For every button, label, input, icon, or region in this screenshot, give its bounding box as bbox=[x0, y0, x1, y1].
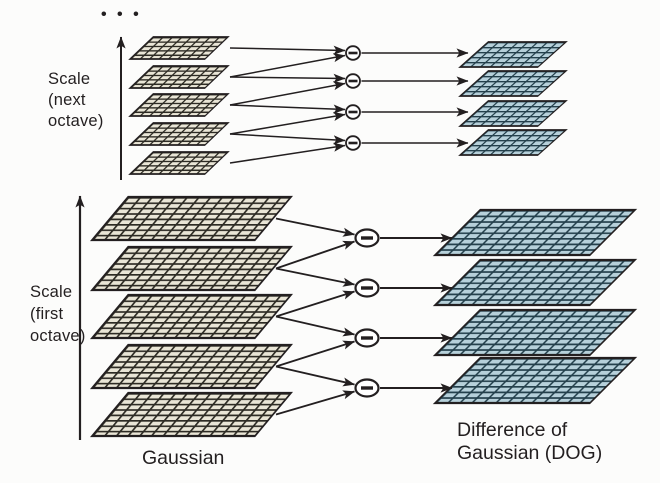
gaussian-image-border bbox=[89, 245, 294, 292]
dog-image bbox=[458, 41, 568, 68]
first-octave-label-line3: octave) bbox=[30, 327, 86, 345]
gaussian-image-border bbox=[128, 36, 230, 60]
first-octave-group bbox=[89, 195, 638, 438]
gaussian-image-border bbox=[128, 122, 230, 146]
gaussian-image-border bbox=[89, 293, 294, 340]
subtract-input-arrow-icon bbox=[229, 111, 346, 135]
dog-image-border bbox=[458, 70, 568, 97]
gaussian-image bbox=[128, 93, 230, 117]
next-octave-label-line1: Scale bbox=[48, 70, 90, 88]
gaussian-image-border bbox=[128, 93, 230, 117]
dog-image-border bbox=[458, 100, 568, 127]
gaussian-image bbox=[89, 343, 294, 390]
dog-image bbox=[458, 70, 568, 97]
gaussian-image bbox=[89, 391, 294, 438]
gaussian-image-border bbox=[89, 343, 294, 390]
dog-column-label-line1: Difference of bbox=[457, 419, 568, 441]
minus-icon bbox=[361, 286, 373, 290]
subtract-input-arrow-icon bbox=[229, 133, 346, 145]
subtract-input-arrow-icon bbox=[229, 81, 346, 106]
dog-image-border bbox=[458, 41, 568, 68]
subtract-input-arrow-icon bbox=[275, 365, 355, 387]
minus-icon bbox=[348, 79, 358, 83]
gaussian-image bbox=[128, 36, 230, 60]
subtract-input-arrow-icon bbox=[275, 340, 355, 368]
subtract-input-arrow-icon bbox=[229, 142, 346, 164]
subtract-input-arrow-icon bbox=[229, 104, 346, 114]
first-octave-label-line2: (first bbox=[30, 305, 63, 323]
minus-icon bbox=[348, 141, 358, 145]
subtract-input-arrow-icon bbox=[229, 53, 346, 78]
dog-image bbox=[458, 129, 568, 156]
gaussian-image bbox=[89, 293, 294, 340]
subtract-input-arrow-icon bbox=[275, 290, 355, 318]
gaussian-image-border bbox=[89, 195, 294, 242]
subtract-input-arrow-icon bbox=[229, 73, 346, 83]
dog-image-border bbox=[458, 129, 568, 156]
minus-icon bbox=[348, 51, 358, 55]
dog-image bbox=[432, 356, 638, 405]
dog-image bbox=[432, 258, 638, 307]
dog-image-border bbox=[432, 308, 638, 357]
subtract-input-arrow-icon bbox=[275, 267, 355, 287]
dog-image-border bbox=[432, 258, 638, 307]
minus-icon bbox=[361, 386, 373, 390]
dog-image bbox=[458, 100, 568, 127]
minus-icon bbox=[361, 336, 373, 340]
minus-icon bbox=[348, 110, 358, 114]
gaussian-image-border bbox=[128, 65, 230, 89]
next-octave-label-line2: (next bbox=[48, 91, 86, 109]
gaussian-image-border bbox=[128, 151, 230, 175]
subtract-input-arrow-icon bbox=[275, 217, 355, 237]
subtract-input-arrow-icon bbox=[229, 45, 346, 55]
dog-image-border bbox=[432, 208, 638, 257]
subtract-input-arrow-icon bbox=[275, 390, 355, 416]
dog-image bbox=[432, 208, 638, 257]
first-octave-axis-label: Scale (first octave) bbox=[30, 283, 86, 345]
dog-column-label-line2: Gaussian (DOG) bbox=[457, 442, 602, 464]
dog-image-border bbox=[432, 356, 638, 405]
gaussian-image bbox=[89, 245, 294, 292]
subtract-input-arrow-icon bbox=[275, 240, 355, 270]
next-octave-axis-label: Scale (next octave) bbox=[48, 70, 104, 130]
dog-image bbox=[432, 308, 638, 357]
first-octave-label-line1: Scale bbox=[30, 283, 72, 301]
next-octave-label-line3: octave) bbox=[48, 112, 104, 130]
gaussian-image bbox=[89, 195, 294, 242]
gaussian-image-border bbox=[89, 391, 294, 438]
gaussian-image bbox=[128, 151, 230, 175]
gaussian-column-label: Gaussian bbox=[142, 447, 224, 469]
subtract-input-arrow-icon bbox=[275, 315, 355, 337]
continuation-dots-icon: • • • bbox=[101, 6, 142, 23]
gaussian-image bbox=[128, 122, 230, 146]
minus-icon bbox=[361, 236, 373, 240]
gaussian-image bbox=[128, 65, 230, 89]
next-octave-group bbox=[128, 36, 568, 175]
